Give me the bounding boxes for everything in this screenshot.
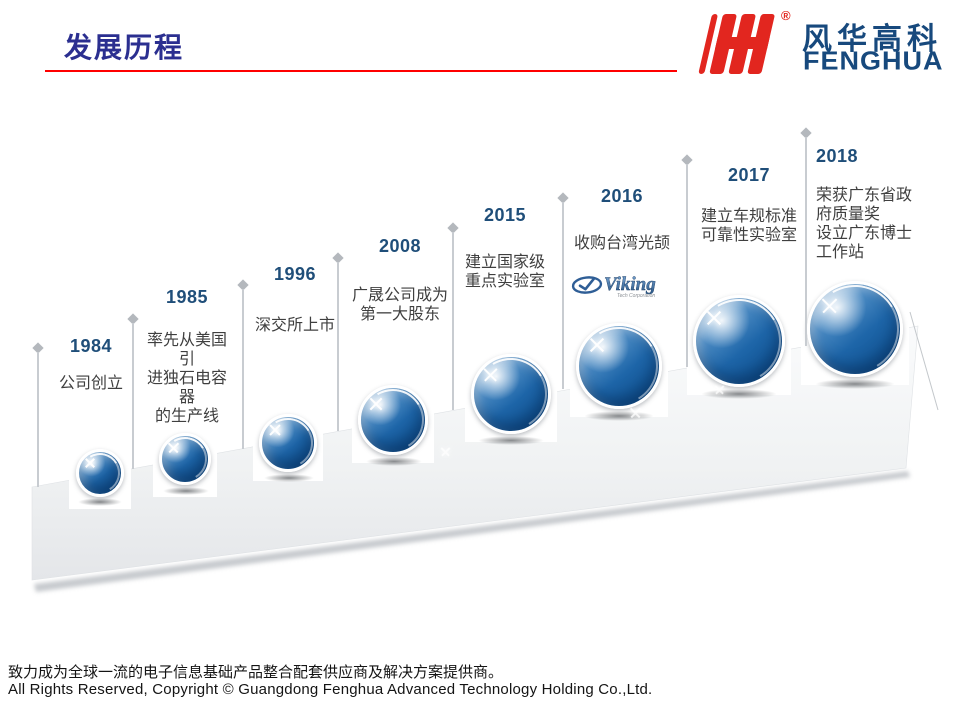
viking-subtext: Tech Corporation	[617, 293, 655, 299]
milestone-desc: 广晟公司成为 第一大股东	[351, 287, 448, 323]
milestone-desc: 深交所上市	[254, 317, 335, 334]
milestone-desc: 荣获广东省政 府质量奖 设立广东博士 工作站	[816, 187, 913, 261]
registered-mark: ®	[781, 8, 791, 23]
milestone-2016: 2016 收购台湾光颉 Viking Tech Corporation	[557, 186, 683, 424]
sphere-shadow	[815, 379, 895, 389]
milestone-year: 2018	[816, 146, 859, 166]
timeline-line	[242, 289, 244, 449]
milestone-year: 1996	[273, 264, 317, 284]
milestone-desc: 收购台湾光颉	[573, 235, 670, 252]
timeline-line	[337, 262, 339, 431]
timeline-line	[37, 352, 39, 487]
milestone-year: 2016	[600, 186, 644, 206]
fenghua-logo: ® 风华高科 FENGHUA	[697, 6, 953, 78]
milestone-year: 1984	[69, 336, 113, 356]
milestone-desc: 公司创立	[58, 375, 123, 392]
title-underline	[45, 70, 677, 72]
milestone-2008: 2008 广晟公司成为 第一大股东	[332, 236, 463, 464]
milestone-1984: 1984 公司创立	[32, 336, 148, 514]
timeline-line	[452, 232, 454, 410]
milestone-desc: 建立车规标准 可靠性实验室	[700, 208, 797, 244]
milestone-desc: 率先从美国引 进独石电容器 的生产线	[146, 332, 227, 425]
milestone-2017: 2017 建立车规标准 可靠性实验室	[681, 154, 812, 406]
milestone-year: 1985	[165, 287, 209, 307]
timeline-sphere	[259, 414, 317, 472]
footer-copyright: All Rights Reserved, Copyright © Guangdo…	[8, 681, 653, 698]
sphere-shadow	[78, 498, 122, 506]
milestone-2015: 2015 建立国家级 重点实验室	[447, 205, 558, 444]
timeline-line	[686, 164, 688, 367]
footer-slogan: 致力成为全球一流的电子信息基础产品整合配套供应商及解决方案提供商。	[8, 664, 504, 681]
timeline-line	[132, 323, 134, 469]
milestone-year: 2017	[727, 165, 771, 185]
page-title: 发展历程	[64, 33, 185, 64]
sphere-shadow	[163, 487, 209, 495]
viking-wordmark: Viking	[604, 274, 656, 295]
sphere-shadow	[478, 436, 544, 445]
milestone-2018: 2018 荣获广东省政 府质量奖 设立广东博士 工作站	[800, 127, 921, 389]
brand-name-en: FENGHUA	[803, 46, 944, 76]
milestone-1996: 1996 深交所上市	[237, 264, 348, 481]
fenghua-monogram-icon	[698, 14, 775, 74]
milestone-1985: 1985 率先从美国引 进独石电容器 的生产线	[127, 287, 243, 505]
milestone-year: 2015	[483, 205, 527, 225]
sphere-shadow	[701, 389, 777, 399]
milestone-desc: 建立国家级 重点实验室	[464, 254, 545, 290]
viking-logo: Viking Tech Corporation	[571, 274, 656, 299]
sphere-shadow	[264, 474, 314, 482]
brand-name-cn: 风华高科	[802, 23, 942, 56]
sphere-shadow	[366, 457, 422, 466]
timeline-line	[805, 137, 807, 346]
sphere-shadow	[584, 411, 654, 421]
timeline-line	[562, 202, 564, 389]
milestone-year: 2008	[378, 236, 422, 256]
